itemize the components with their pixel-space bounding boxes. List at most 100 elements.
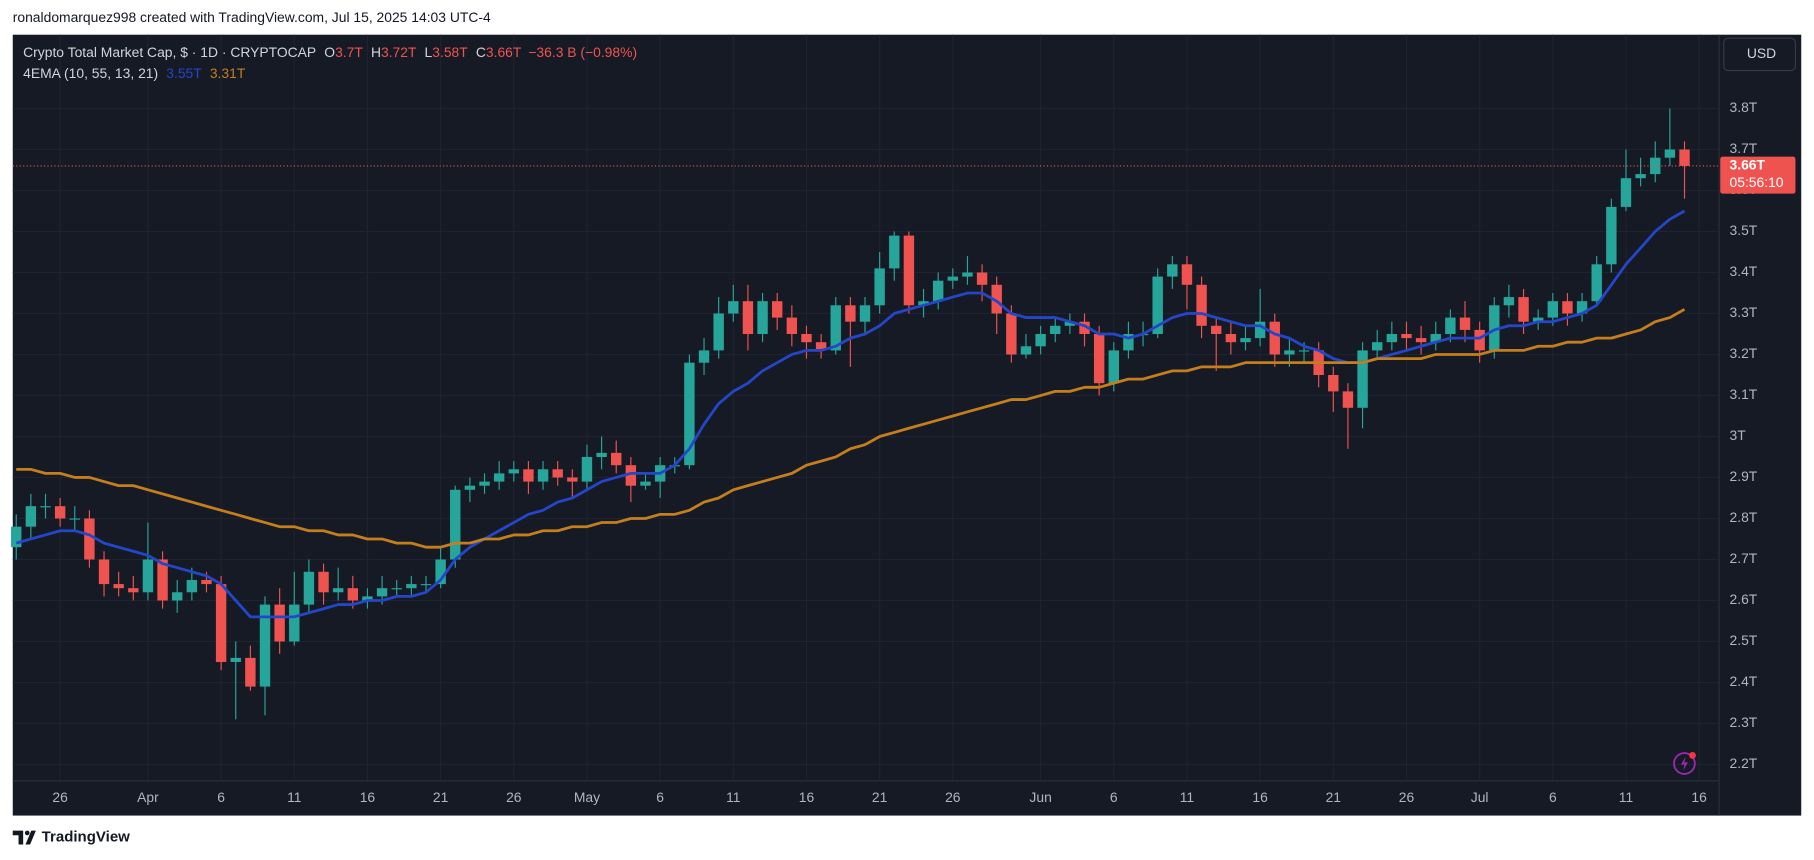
- footer-brand: TradingView: [42, 829, 130, 846]
- candle-body: [1240, 338, 1251, 343]
- candle-body: [976, 272, 988, 285]
- candle-body: [1079, 321, 1090, 334]
- x-tick-label: 6: [1549, 789, 1557, 805]
- candle-body: [1547, 301, 1559, 318]
- y-tick-label: 3.2T: [1730, 345, 1758, 361]
- candle-body: [1298, 350, 1310, 352]
- candle-body: [215, 584, 227, 662]
- candle-body: [1576, 301, 1588, 314]
- x-tick-label: 26: [1399, 789, 1415, 805]
- candle-body: [1664, 149, 1676, 158]
- ohlc-key: H: [371, 44, 381, 60]
- candle-body: [757, 301, 768, 334]
- candle-body: [581, 456, 593, 482]
- candle-body: [274, 604, 285, 642]
- candle-body: [1284, 350, 1295, 355]
- y-tick-label: 3.8T: [1730, 99, 1758, 115]
- x-tick-label: 26: [506, 789, 522, 805]
- currency-label[interactable]: USD: [1747, 45, 1776, 61]
- candle-body: [259, 604, 271, 687]
- candle-body: [552, 469, 563, 478]
- x-tick-label: 26: [945, 789, 961, 805]
- candle-body: [859, 305, 871, 322]
- alert-icon: [1673, 751, 1696, 775]
- candle-body: [874, 268, 885, 306]
- ohlc-key: O: [324, 44, 335, 60]
- candle-body: [1532, 317, 1544, 322]
- candle-body: [1006, 313, 1017, 355]
- y-tick-label: 3.3T: [1730, 304, 1758, 320]
- candle-body: [742, 301, 754, 334]
- last-price-box: [1720, 156, 1796, 194]
- candle-body: [376, 588, 388, 597]
- countdown-label: 05:56:10: [1730, 174, 1784, 190]
- candle-body: [420, 584, 432, 586]
- last-price-label: 3.66T: [1730, 157, 1766, 173]
- indicator-value: 3.31T: [210, 65, 246, 81]
- candle-body: [171, 592, 183, 601]
- currency-button[interactable]: [1723, 37, 1797, 72]
- y-tick-label: 3.4T: [1730, 263, 1758, 279]
- candle-body: [1225, 333, 1237, 343]
- x-tick-label: 11: [1180, 789, 1195, 805]
- candle-body: [932, 280, 944, 302]
- candle-body: [1064, 321, 1076, 326]
- candle-body: [128, 588, 139, 593]
- candle-body: [493, 473, 505, 482]
- ohlc-key: L: [425, 44, 433, 60]
- x-tick-label: 16: [1691, 789, 1707, 805]
- candle-body: [1474, 329, 1485, 351]
- candle-body: [845, 305, 856, 322]
- y-tick-label: 3T: [1730, 427, 1747, 443]
- y-tick-label: 2.6T: [1730, 591, 1758, 607]
- x-tick-label: 11: [287, 789, 302, 805]
- legend-line-2: 4EMA (10, 55, 13, 21) 3.55T 3.31T: [23, 65, 246, 81]
- y-tick-label: 2.8T: [1730, 509, 1758, 525]
- ema-line: [16, 308, 1686, 549]
- ohlc-value: 3.7T: [335, 44, 363, 60]
- candle-body: [1371, 342, 1383, 351]
- candle-body: [1430, 333, 1441, 343]
- y-tick-label: 2.9T: [1730, 468, 1758, 484]
- footer-logo: [12, 830, 36, 845]
- candle-body: [1181, 264, 1193, 285]
- candle-body: [98, 559, 110, 585]
- candle-body: [1342, 391, 1354, 408]
- ema-line: [15, 209, 1686, 619]
- candle-body: [508, 469, 519, 474]
- ohlc-value: 3.72T: [381, 44, 417, 60]
- candle-body: [1679, 149, 1690, 166]
- candle-body: [1518, 297, 1529, 322]
- candle-body: [11, 526, 22, 548]
- candle-body: [54, 506, 66, 519]
- candle-body: [1445, 317, 1456, 334]
- candle-body: [1357, 350, 1368, 408]
- candle-body: [1050, 325, 1061, 334]
- candle-body: [84, 518, 95, 560]
- candle-body: [332, 588, 344, 593]
- candle-body: [1196, 284, 1207, 326]
- candle-body: [801, 333, 812, 343]
- legend-title: Crypto Total Market Cap, $ · 1D · CRYPTO…: [23, 44, 316, 60]
- candle-body: [230, 657, 241, 662]
- candle-body: [1415, 338, 1427, 343]
- candle-body: [815, 342, 827, 351]
- candle-body: [728, 301, 739, 314]
- candle-body: [289, 604, 300, 642]
- x-tick-label: 16: [1252, 789, 1268, 805]
- legend-line-1: Crypto Total Market Cap, $ · 1D · CRYPTO…: [23, 44, 637, 60]
- candle-body: [303, 571, 315, 605]
- candle-body: [889, 235, 900, 269]
- candle-body: [523, 469, 534, 482]
- header-credit: ronaldomarquez998 created with TradingVi…: [13, 9, 491, 25]
- x-tick-label: Jul: [1471, 789, 1489, 805]
- candle-body: [1503, 297, 1515, 306]
- candle-body: [1489, 305, 1500, 351]
- candle-body: [362, 596, 373, 601]
- candle-body: [201, 579, 212, 585]
- plot: [11, 108, 1720, 720]
- candle-body: [1254, 321, 1266, 339]
- y-tick-label: 2.2T: [1730, 755, 1758, 771]
- candle-body: [713, 313, 724, 351]
- candle-body: [1152, 276, 1163, 334]
